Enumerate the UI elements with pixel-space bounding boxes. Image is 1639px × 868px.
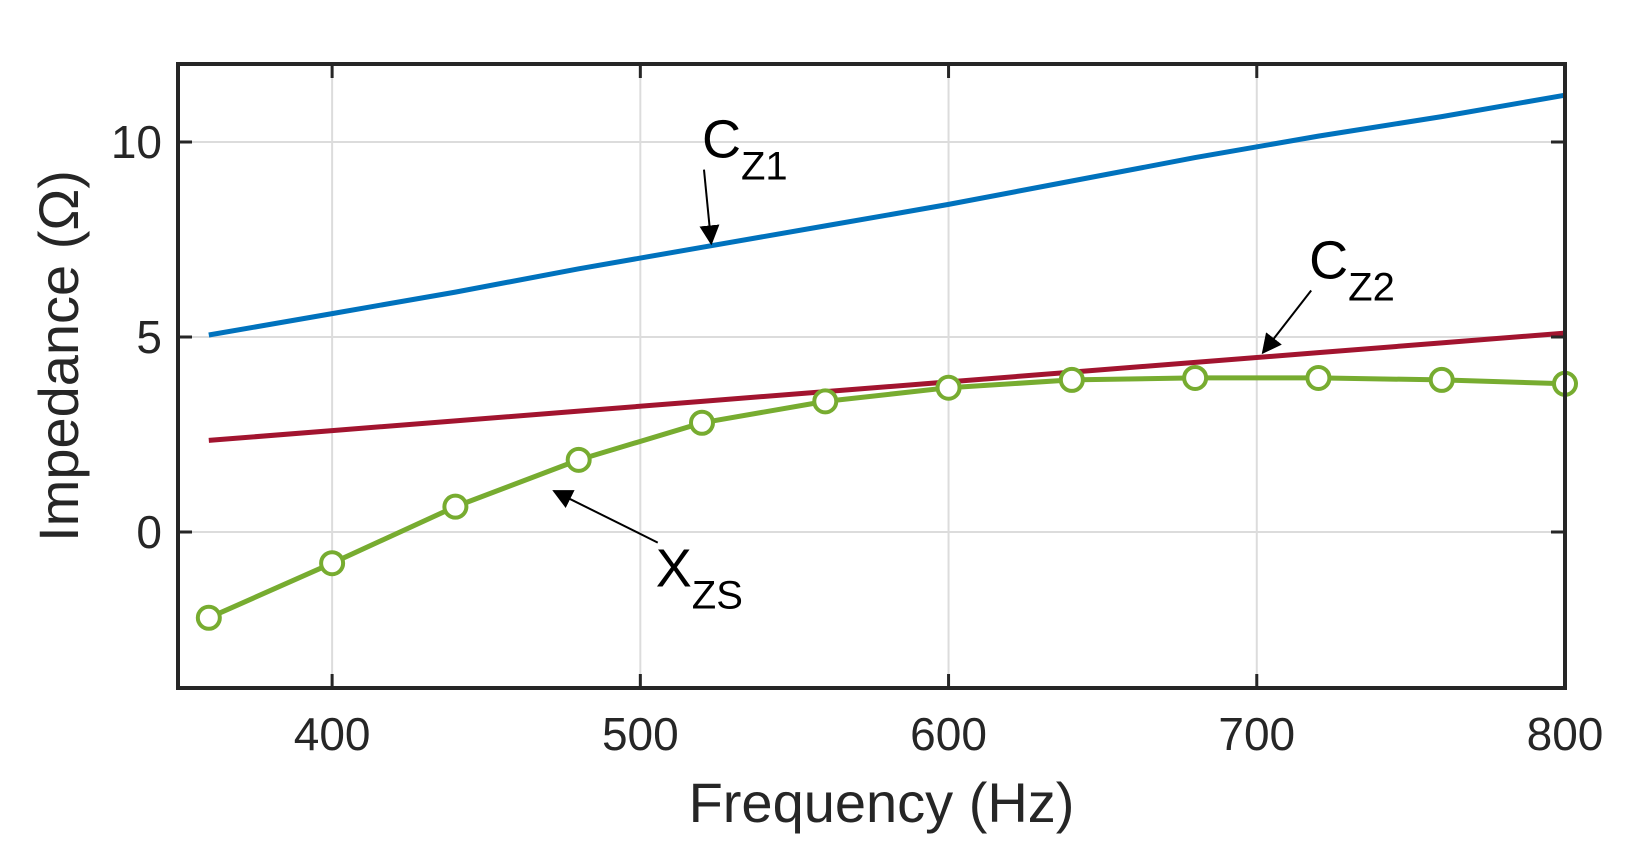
x-tick-label: 400 <box>294 708 371 760</box>
annotation-main-xzs: X <box>656 539 692 599</box>
annotation-sub-xzs: ZS <box>692 574 743 618</box>
x-tick-label: 800 <box>1527 708 1604 760</box>
series-line-cz1 <box>208 92 1566 338</box>
series-line-cz2 <box>208 330 1566 443</box>
series-point-xzs <box>688 409 715 436</box>
series-point-xzs <box>1182 364 1209 391</box>
annotation-sub-cz1: Z1 <box>741 145 788 189</box>
y-tick-label: 10 <box>111 116 162 168</box>
series-point-xzs <box>195 604 222 631</box>
series-point-xzs <box>1058 366 1085 393</box>
y-tick-label: 5 <box>136 311 162 363</box>
series-line-xzs <box>207 375 1566 621</box>
annotation-arrow-xzs <box>552 490 659 544</box>
y-tick-label: 0 <box>136 506 162 558</box>
x-tick-label: 700 <box>1218 708 1295 760</box>
x-tick-label: 600 <box>910 708 987 760</box>
series-point-xzs <box>812 388 839 415</box>
series-layer <box>195 92 1578 631</box>
annotation-label-cz1: CZ1 <box>702 110 788 189</box>
series-point-xzs <box>565 446 592 473</box>
annotation-label-xzs: XZS <box>656 539 743 618</box>
plot-frame <box>176 62 1567 690</box>
annotation-arrow-cz1 <box>699 169 720 246</box>
annotation-sub-cz2: Z2 <box>1348 266 1395 310</box>
series-point-xzs <box>1428 366 1455 393</box>
x-tick-label: 500 <box>602 708 679 760</box>
x-axis-title: Frequency (Hz) <box>689 771 1075 834</box>
series-point-xzs <box>935 374 962 401</box>
annotation-arrow-cz2 <box>1261 289 1312 355</box>
annotation-main-cz2: C <box>1309 231 1348 291</box>
annotation-main-cz1: C <box>702 110 741 170</box>
annotation-label-cz2: CZ2 <box>1309 231 1395 310</box>
grid <box>178 64 1565 688</box>
series-point-xzs <box>1305 364 1332 391</box>
axis-ticks: 400 500 600 700 800 0 5 10 <box>111 64 1604 760</box>
series-point-xzs <box>319 550 346 577</box>
series-point-xzs <box>442 493 469 520</box>
y-axis-title: Impedance (Ω) <box>27 170 90 542</box>
